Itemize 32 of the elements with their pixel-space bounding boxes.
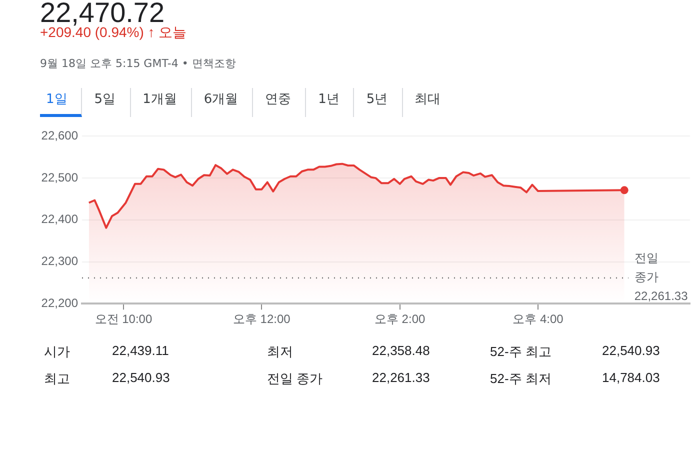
text: 5일	[88, 88, 131, 117]
text: 9월 18일 오후 5:15 GMT-4 • 면책조항	[40, 56, 236, 71]
text: 52-주 최저	[490, 370, 552, 388]
text: 5년	[360, 88, 403, 117]
text: 연중	[259, 88, 306, 117]
text: 6개월	[198, 88, 254, 117]
text: 전일 종가	[267, 370, 324, 388]
text: 1년	[312, 88, 354, 117]
x-tick-label: 오후 12:00	[232, 312, 291, 326]
text: 22,540.93	[602, 343, 661, 360]
text: 최저	[267, 343, 294, 361]
text: 14,784.03	[602, 370, 661, 387]
ref-line-label: 전일 종가 22,261.33	[634, 251, 688, 304]
text: 최대	[414, 91, 442, 109]
chart-title: 22,470.72	[40, 0, 165, 28]
text: 52-주 최고	[490, 343, 552, 361]
text: 22,540.93	[112, 370, 171, 387]
text: 22,358.48	[372, 343, 431, 360]
y-tick-label: 22,300	[41, 254, 78, 268]
x-tick-label: 오전 10:00	[94, 312, 152, 326]
text: 시가	[44, 343, 71, 361]
y-tick-label: 22,600	[41, 128, 78, 143]
y-tick-label: 22,500	[41, 170, 78, 184]
text: 1일	[40, 88, 82, 117]
y-tick-label: 22,200	[41, 296, 78, 310]
y-tick-label: 22,400	[41, 212, 78, 226]
x-tick-label: 오후 2:00	[374, 312, 426, 326]
text: 22,261.33	[372, 370, 431, 387]
x-tick-label: 오후 4:00	[512, 312, 564, 326]
text: 1개월	[136, 88, 192, 117]
text: 최고	[44, 370, 71, 388]
text: 22,439.11	[112, 343, 170, 360]
